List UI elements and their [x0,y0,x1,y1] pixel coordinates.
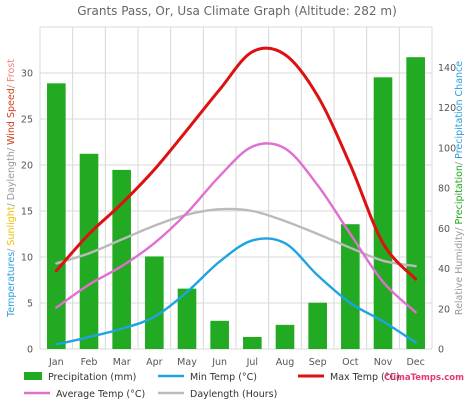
left-tick-label: 15 [21,207,33,218]
chart-title: Grants Pass, Or, Usa Climate Graph (Alti… [77,4,397,18]
right-axis-label-part: Relative Humidity [454,230,465,315]
left-axis-label-part: / [6,246,17,252]
precipitation-bars [47,57,425,349]
left-tick-label: 30 [21,69,33,80]
right-tick-label: 40 [438,264,450,275]
precipitation-bar [373,77,393,349]
left-axis-label-part: / [6,82,17,88]
axes: 0 5 10 15 20 25 30 0 20 40 60 80 100 120 140 Jan Feb Mar A… [6,59,465,368]
right-axis-label-part: / [454,224,465,230]
left-axis-label-part: / [6,200,17,206]
left-axis-label-part: Wind Speed [6,88,17,145]
right-axis-label-part: / [454,159,465,165]
min-temp-line [55,237,417,346]
daylength-line [55,207,417,268]
left-axis-label-part: Daylength [6,151,17,200]
precipitation-bar [47,83,66,349]
legend-label: Precipitation (mm) [48,372,136,383]
left-tick-label: 10 [21,253,33,264]
left-axis-label-part: Temperatures [6,252,17,318]
right-tick-label: 100 [438,143,456,154]
precipitation-bar [275,324,295,349]
precipitation-bar [243,336,262,349]
grid-lines [39,26,433,350]
x-tick-label: Oct [342,357,359,368]
precipitation-bar [177,288,197,349]
legend: Precipitation (mm) Min Temp (°C) Max Temp … [24,372,400,400]
legend-swatch-precipitation [24,372,42,380]
temperature-lines [54,46,418,346]
legend-label: Average Temp (°C) [56,389,145,400]
left-tick-label: 5 [27,299,33,310]
right-axis-label-part: Precipitation [454,165,465,224]
right-tick-label: 140 [438,63,456,74]
x-tick-label: Feb [81,357,98,368]
x-tick-label: Apr [146,357,163,368]
average-temp-line [55,142,417,314]
precipitation-bar [341,224,360,349]
x-tick-label: Jan [48,357,64,368]
x-tick-label: May [177,357,197,368]
right-tick-label: 60 [438,224,450,235]
x-tick-label: Jul [246,357,258,368]
precipitation-bar [145,256,164,349]
left-axis-label: Temperatures/ Sunlight/ Daylength/ Wind … [6,59,17,318]
precipitation-bar [210,320,229,349]
legend-label: Max Temp (°C) [330,372,400,383]
x-tick-label: Dec [406,357,424,368]
legend-label: Min Temp (°C) [190,372,257,383]
legend-label: Daylength (Hours) [190,389,277,400]
left-tick-label: 0 [27,345,33,356]
x-tick-label: Aug [276,357,295,368]
right-axis-label: Relative Humidity/ Precipitation/ Precip… [454,61,465,315]
brand-logo: ClimaTemps.com [384,373,464,383]
x-tick-label: Jun [211,357,227,368]
max-temp-line [54,46,418,281]
left-axis-label-part: / [6,145,17,151]
left-axis-label-part: Frost [6,59,17,82]
precipitation-bar [79,153,99,349]
left-tick-label: 25 [21,115,33,126]
right-tick-label: 20 [438,304,450,315]
left-axis-label-part: Sunlight [6,206,17,245]
x-tick-label: Mar [113,357,131,368]
right-tick-label: 120 [438,103,456,114]
right-tick-label: 80 [438,184,450,195]
x-tick-label: Sep [309,357,327,368]
right-axis-label-part: Precipitation Chance [454,61,465,159]
left-tick-label: 20 [21,161,33,172]
precipitation-bar [112,169,131,349]
precipitation-bar [308,302,327,349]
right-tick-label: 0 [438,345,444,356]
x-tick-label: Nov [374,357,393,368]
